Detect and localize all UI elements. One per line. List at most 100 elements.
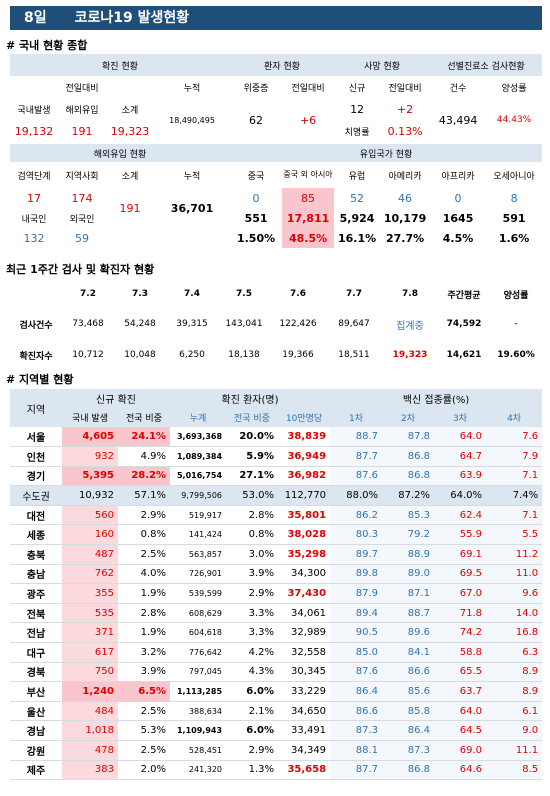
cum-share: 5.9% [226,446,279,467]
region-name: 세종 [10,524,62,546]
country-percent: 4.5% [442,231,474,245]
cum-per-100k: 32,989 [278,622,331,644]
vax-dose3: 64.6 [434,760,487,781]
vax-dose1: 80.3 [330,524,383,546]
confirm-cell: 6,250 [179,350,205,360]
header-dose1: 1차 [349,413,364,424]
vax-dose3: 69.0 [434,740,487,761]
new-local: 478 [62,740,118,761]
date-header: 7.3 [132,289,148,299]
new-share: 2.8% [118,603,171,624]
country-cumulative: 10,179 [383,211,427,225]
vax-dose2: 86.8 [382,466,435,487]
vax-dose4: 14.0 [486,603,543,624]
vax-dose1: 89.4 [330,603,383,624]
new-local: 4,605 [62,427,118,448]
cum-share: 4.3% [226,662,279,683]
new-local: 355 [62,583,118,604]
header-positive: 양성률 [501,83,527,94]
region-name: 전남 [10,622,62,644]
country-value: 0 [454,191,462,205]
region-name: 광주 [10,583,62,604]
new-share: 5.3% [118,720,171,741]
region-row: 경기 5,395 28.2% 5,016,754 27.1% 36,982 87.6 86.8… [10,466,543,487]
vax-dose1: 86.6 [330,701,383,722]
new-local: 762 [62,564,118,585]
label-confirm: 확진자수 [19,351,53,362]
header-confirm: 확진 현황 [102,61,139,72]
label-sum: 소계 [121,105,139,116]
tests-cell: 집계중 [396,320,424,332]
vax-dose2: 89.0 [382,564,435,585]
cum-total: 388,634 [170,701,227,722]
header-total: 누계 [189,413,207,424]
vax-dose4: 7.6 [486,427,543,448]
region-row: 강원 478 2.5% 528,451 2.9% 34,349 88.1 87.3 69.0 11… [10,740,543,761]
vax-dose2: 87.8 [382,427,435,448]
vax-dose4: 6.1 [486,701,543,722]
section-weekly: 최근 1주간 검사 및 확진자 현황 [6,263,155,276]
weekly-table: 7.2 7.3 7.4 7.5 7.6 7.7 7.8 주간평균 양성률 검사건… [10,280,542,370]
region-row: 대전 560 2.9% 519,917 2.8% 35,801 86.2 85.3 62.4 7.… [10,505,543,526]
vax-dose4: 11.2 [486,544,543,565]
cum-total: 9,799,506 [170,485,227,506]
country-header: 중국 [247,171,265,182]
vax-dose3: 64.5 [434,720,487,741]
vax-dose1: 87.7 [330,446,383,467]
country-cumulative: 591 [502,211,526,225]
country-cumulative: 17,811 [282,208,335,228]
sum-value: 19,323 [110,124,150,138]
section-domestic-summary: # 국내 현황 종합 [6,39,88,52]
cum-share: 27.1% [226,466,279,487]
region-name: 대전 [10,505,62,526]
cum-per-100k: 34,300 [278,564,331,585]
cum-per-100k: 34,349 [278,740,331,761]
cum-per-100k: 35,801 [278,505,331,526]
region-name: 서울 [10,427,62,448]
header-dose4: 4차 [507,413,522,424]
hosp-value: 62 [249,113,264,127]
country-value: 85 [282,188,335,208]
cum-per-100k: 32,558 [278,642,331,663]
vax-dose3: 71.8 [434,603,487,624]
cum-share: 3.0% [226,544,279,565]
region-row: 경남 1,018 5.3% 1,109,943 6.0% 33,491 87.3 86.4 64… [10,720,543,741]
header-subtotal: 소계 [121,171,139,182]
new-local: 750 [62,662,118,683]
region-name: 강원 [10,740,62,761]
header-hosp: 위중증 [243,83,269,94]
new-local: 560 [62,505,118,526]
cum-per-100k: 34,061 [278,603,331,624]
vax-dose2: 79.2 [382,524,435,546]
region-row: 전남 371 1.9% 604,618 3.3% 32,989 90.5 89.6 74.2 16… [10,622,543,644]
new-local: 5,395 [62,466,118,487]
cum-per-100k: 33,491 [278,720,331,741]
cum-per-100k: 33,229 [278,681,331,702]
new-share: 0.8% [118,524,171,546]
region-name: 대구 [10,642,62,663]
header-share2: 전국 비중 [234,413,270,424]
cum-per-100k: 35,658 [278,760,331,781]
tests-cell: 54,248 [124,319,156,329]
country-cumulative: 5,924 [339,211,375,225]
region-name: 충남 [10,564,62,585]
label-foreign: 외국인 [69,214,95,225]
region-row: 광주 355 1.9% 539,599 2.9% 37,430 87.9 87.1 67.0 9.… [10,583,543,604]
vax-dose4: 7.9 [486,446,543,467]
date-header: 7.4 [184,289,200,299]
summary-table: 확진 현황 환자 현황 사망 현황 선별진료소 검사현황 전일대비 누적 위중증… [10,54,543,142]
import-value: 191 [71,124,93,138]
community-value: 174 [71,191,93,205]
confirm-cell: 18,511 [338,350,370,360]
korean-value: 132 [23,231,45,245]
region-name: 경기 [10,466,62,487]
region-row: 세종 160 0.8% 141,424 0.8% 38,028 80.3 79.2 55.9 5.… [10,524,543,546]
date-header: 7.6 [290,289,306,299]
new-local: 1,018 [62,720,118,741]
vax-dose4: 9.0 [486,720,543,741]
imported-total: 36,701 [170,201,214,215]
cum-share: 2.1% [226,701,279,722]
region-row: 전북 535 2.8% 608,629 3.3% 34,061 89.4 88.7 71.8 14… [10,603,543,624]
label-korean: 내국인 [21,214,47,225]
header-local: 국내 발생 [72,413,108,424]
